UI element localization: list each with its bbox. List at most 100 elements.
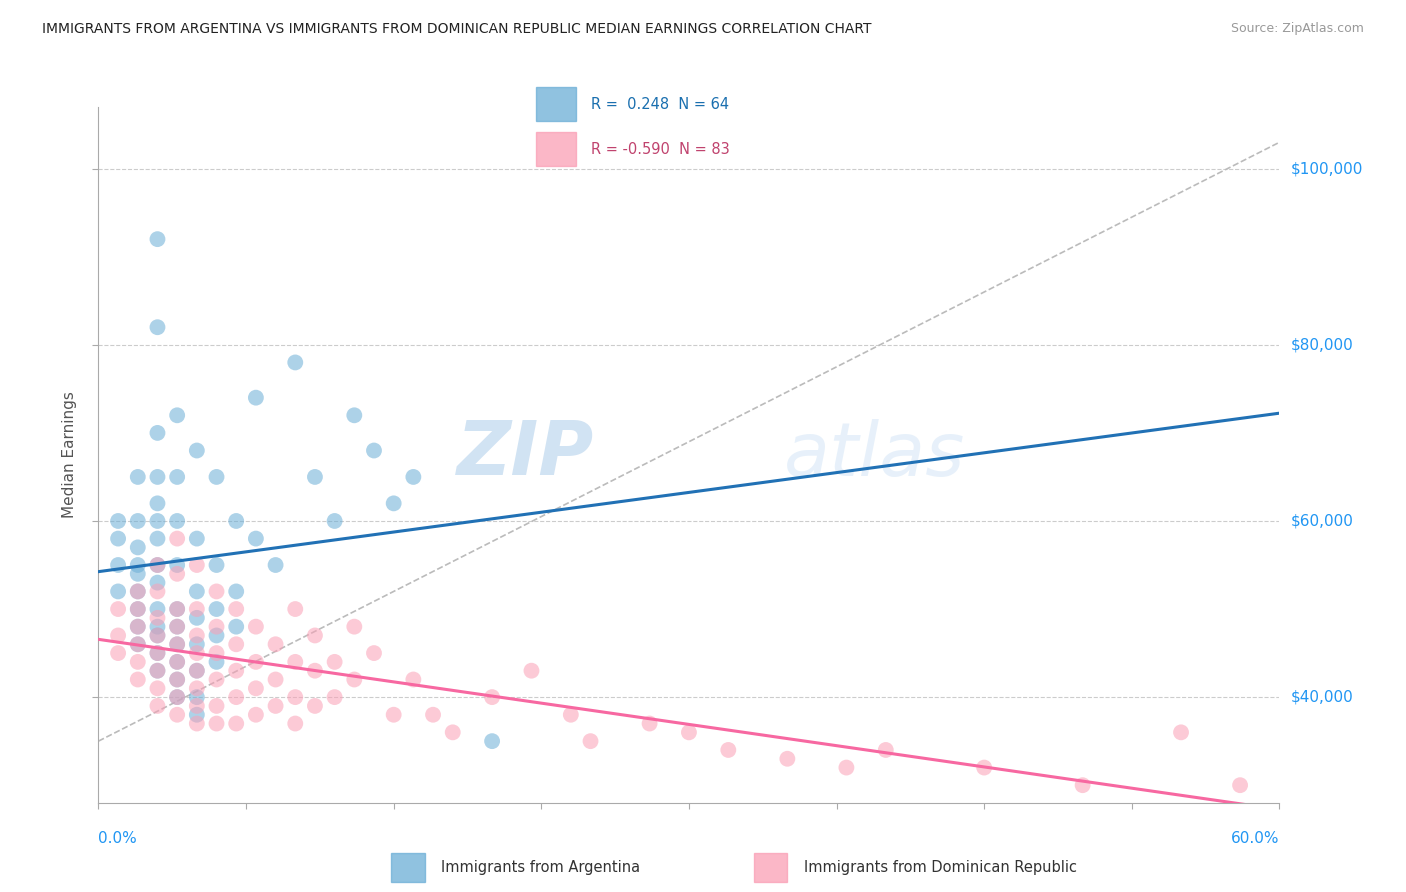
Point	[245, 707, 267, 722]
Point	[284, 690, 307, 705]
Point	[166, 470, 188, 484]
Point	[205, 655, 228, 669]
Point	[520, 664, 543, 678]
Point	[107, 558, 129, 572]
Point	[678, 725, 700, 739]
Point	[146, 470, 169, 484]
Point	[166, 558, 188, 572]
Point	[127, 514, 149, 528]
Point	[146, 514, 169, 528]
Point	[1170, 725, 1192, 739]
Text: ZIP: ZIP	[457, 418, 595, 491]
Point	[1071, 778, 1094, 792]
Point	[166, 602, 188, 616]
Point	[166, 637, 188, 651]
Point	[107, 646, 129, 660]
Point	[205, 716, 228, 731]
Point	[225, 716, 247, 731]
Point	[205, 698, 228, 713]
Point	[304, 664, 326, 678]
Point	[186, 646, 208, 660]
Bar	[536, 132, 576, 166]
Text: atlas: atlas	[783, 419, 965, 491]
Point	[166, 514, 188, 528]
Bar	[536, 87, 576, 121]
Point	[146, 584, 169, 599]
Point	[205, 584, 228, 599]
Point	[186, 602, 208, 616]
Point	[166, 655, 188, 669]
Point	[146, 232, 169, 246]
Point	[343, 673, 366, 687]
Point	[146, 575, 169, 590]
Point	[835, 761, 858, 775]
Text: Source: ZipAtlas.com: Source: ZipAtlas.com	[1230, 22, 1364, 36]
Point	[166, 673, 188, 687]
Point	[284, 716, 307, 731]
Point	[146, 664, 169, 678]
Point	[166, 637, 188, 651]
Point	[146, 602, 169, 616]
Point	[264, 673, 287, 687]
Point	[304, 628, 326, 642]
Point	[284, 655, 307, 669]
Text: R = -0.590  N = 83: R = -0.590 N = 83	[592, 142, 730, 157]
Point	[402, 470, 425, 484]
Point	[343, 409, 366, 423]
Point	[264, 558, 287, 572]
Text: $80,000: $80,000	[1291, 337, 1354, 352]
Point	[166, 690, 188, 705]
Point	[323, 655, 346, 669]
Point	[245, 532, 267, 546]
Text: $60,000: $60,000	[1291, 514, 1354, 528]
Point	[225, 584, 247, 599]
Point	[166, 620, 188, 634]
Point	[186, 558, 208, 572]
Point	[127, 673, 149, 687]
Point	[422, 707, 444, 722]
Point	[127, 566, 149, 581]
Point	[146, 532, 169, 546]
Point	[225, 602, 247, 616]
Point	[717, 743, 740, 757]
Point	[146, 611, 169, 625]
Point	[225, 620, 247, 634]
Point	[146, 558, 169, 572]
Point	[166, 532, 188, 546]
Point	[205, 646, 228, 660]
Point	[343, 620, 366, 634]
Point	[186, 681, 208, 696]
Point	[166, 409, 188, 423]
Point	[323, 514, 346, 528]
Point	[127, 637, 149, 651]
Point	[264, 637, 287, 651]
Point	[146, 320, 169, 334]
Point	[166, 707, 188, 722]
Point	[382, 707, 405, 722]
Point	[402, 673, 425, 687]
Y-axis label: Median Earnings: Median Earnings	[62, 392, 77, 518]
Point	[166, 620, 188, 634]
Text: $100,000: $100,000	[1291, 161, 1362, 177]
Point	[146, 681, 169, 696]
Bar	[391, 854, 425, 881]
Point	[481, 734, 503, 748]
Point	[382, 496, 405, 510]
Point	[186, 664, 208, 678]
Point	[127, 602, 149, 616]
Point	[225, 664, 247, 678]
Text: IMMIGRANTS FROM ARGENTINA VS IMMIGRANTS FROM DOMINICAN REPUBLIC MEDIAN EARNINGS : IMMIGRANTS FROM ARGENTINA VS IMMIGRANTS …	[42, 22, 872, 37]
Text: Immigrants from Argentina: Immigrants from Argentina	[441, 860, 641, 875]
Point	[186, 637, 208, 651]
Point	[776, 752, 799, 766]
Point	[146, 496, 169, 510]
Text: $40,000: $40,000	[1291, 690, 1354, 705]
Point	[205, 620, 228, 634]
Point	[107, 584, 129, 599]
Point	[127, 470, 149, 484]
Point	[127, 584, 149, 599]
Point	[363, 443, 385, 458]
Point	[127, 584, 149, 599]
Point	[245, 391, 267, 405]
Point	[166, 655, 188, 669]
